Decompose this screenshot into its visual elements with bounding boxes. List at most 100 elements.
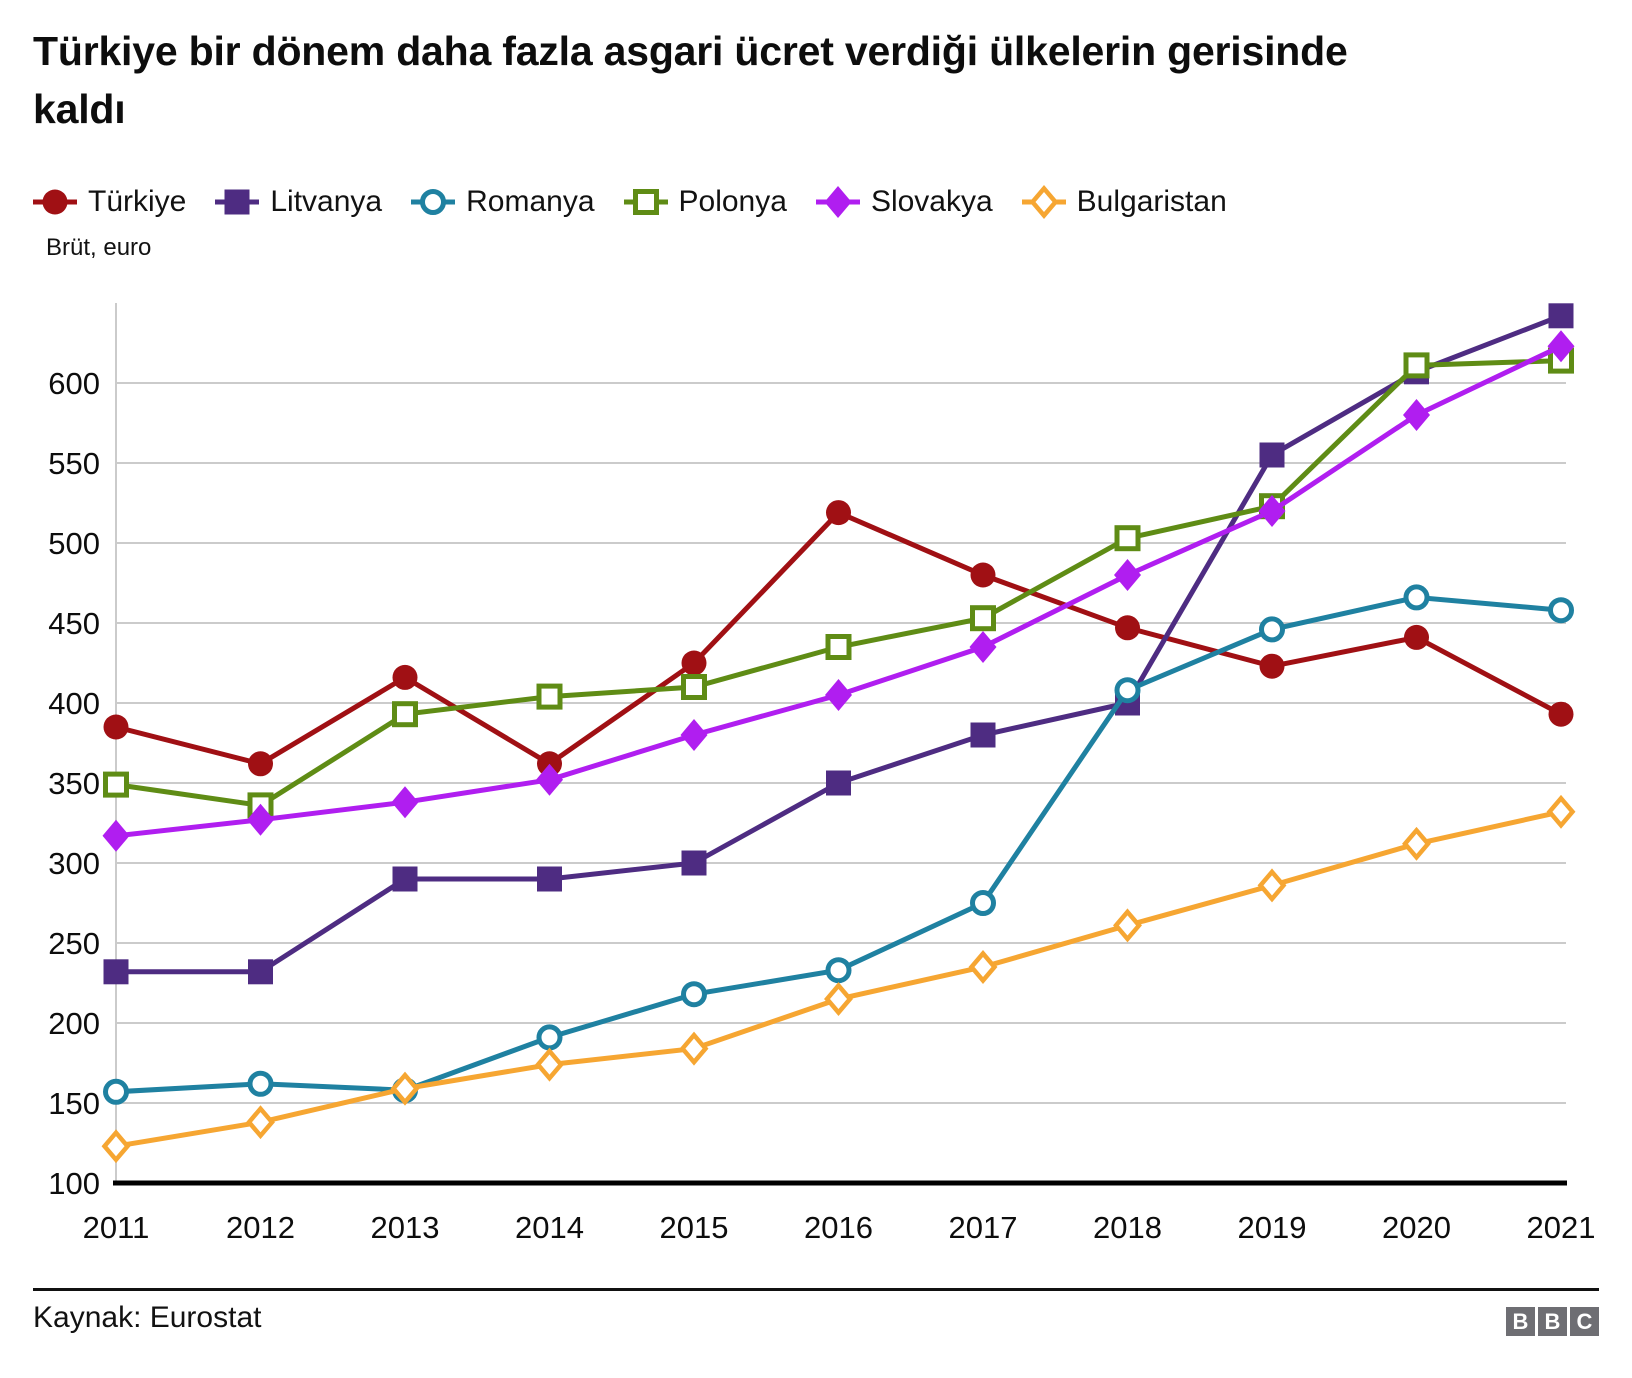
bbc-logo-letter: B (1538, 1307, 1567, 1336)
x-tick-label-2012: 2012 (226, 1210, 295, 1245)
legend-label-turkiye: Türkiye (88, 185, 187, 218)
bbc-logo: B B C (1506, 1307, 1599, 1336)
turkiye-legend-marker (42, 189, 68, 215)
slovakya-marker-2016 (825, 679, 852, 711)
romanya-series (103, 584, 1574, 1105)
slovakya-marker-2017 (969, 631, 997, 663)
x-tick-label-2014: 2014 (515, 1210, 584, 1245)
romanya-marker-2016 (825, 957, 852, 984)
legend-label-slovakya: Slovakya (870, 185, 993, 218)
x-tick-label-2021: 2021 (1527, 1210, 1596, 1245)
bulgaristan-marker-2011 (101, 1129, 131, 1164)
romanya-marker-2015 (681, 981, 707, 1008)
chart-title-line-1: Türkiye bir dönem daha fazla asgari ücre… (33, 28, 1348, 74)
bulgaristan-series (101, 794, 1576, 1164)
litvanya-marker-2013 (392, 866, 418, 892)
legend-label-bulgaristan: Bulgaristan (1076, 185, 1227, 218)
turkiye-marker-2016 (826, 500, 851, 526)
y-tick-label-150: 150 (48, 1086, 100, 1121)
chart-title: Türkiye bir dönem daha fazla asgari ücre… (33, 22, 1348, 138)
turkiye-marker-2011 (103, 714, 129, 740)
romanya-line (115, 594, 1562, 1095)
y-tick-label-600: 600 (48, 366, 100, 401)
x-tick-label-2018: 2018 (1093, 1210, 1162, 1245)
y-axis-unit-label: Brüt, euro (46, 234, 152, 261)
litvanya-marker-2011 (103, 959, 129, 985)
slovakya-marker-2013 (391, 786, 419, 819)
romanya-marker-2017 (970, 890, 996, 916)
y-tick-label-400: 400 (48, 686, 100, 721)
slovakya-legend-marker-icon (815, 186, 860, 218)
turkiye-series (103, 500, 1574, 777)
y-tick-label-250: 250 (48, 926, 100, 961)
bulgaristan-marker-2014 (535, 1047, 564, 1082)
y-axis-labels: 100 150 200 250 300 350 400 450 500 550 600 (48, 366, 100, 1201)
x-tick-label-2019: 2019 (1238, 1210, 1307, 1245)
polonya-marker-2018 (1114, 525, 1141, 552)
x-tick-label-2015: 2015 (660, 1210, 729, 1245)
legend-item-bulgaristan: Bulgaristan (1021, 184, 1227, 220)
bulgaristan-marker-2017 (968, 950, 998, 984)
x-tick-label-2020: 2020 (1382, 1210, 1451, 1245)
bulgaristan-legend-marker (1029, 185, 1059, 219)
polonya-marker-2013 (392, 701, 418, 728)
romanya-marker-2020 (1403, 584, 1430, 611)
romanya-legend-marker (420, 189, 447, 215)
legend-label-litvanya: Litvanya (270, 185, 383, 218)
turkiye-marker-2013 (392, 664, 418, 690)
legend-item-slovakya: Slovakya (815, 184, 993, 220)
x-tick-label-2011: 2011 (83, 1210, 150, 1245)
turkiye-legend-marker-icon (33, 189, 77, 215)
footer-divider (33, 1288, 1599, 1291)
legend-label-polonya: Polonya (678, 185, 787, 218)
slovakya-legend-marker (824, 186, 852, 218)
legend-item-turkiye: Türkiye (33, 184, 186, 220)
romanya-marker-2018 (1114, 677, 1141, 704)
turkiye-marker-2012 (248, 751, 273, 777)
legend-label-romanya: Romanya (466, 185, 595, 218)
polonya-line (115, 358, 1562, 809)
slovakya-marker-2014 (536, 763, 563, 796)
y-tick-label-100: 100 (48, 1166, 100, 1201)
litvanya-marker-2015 (681, 850, 707, 876)
litvanya-marker-2021 (1548, 303, 1574, 329)
bulgaristan-marker-2012 (246, 1105, 275, 1140)
turkiye-marker-2015 (681, 650, 707, 676)
romanya-marker-2012 (247, 1070, 274, 1097)
bulgaristan-legend-marker-icon (1021, 185, 1066, 219)
litvanya-marker-2014 (537, 866, 562, 892)
polonya-marker-2017 (970, 605, 996, 632)
y-tick-label-350: 350 (48, 766, 100, 801)
bulgaristan-marker-2020 (1402, 826, 1431, 861)
slovakya-marker-2012 (247, 803, 274, 836)
source-note: Kaynak: Eurostat (33, 1301, 262, 1334)
chart-title-line-2: kaldı (33, 86, 126, 132)
litvanya-legend-marker (224, 189, 250, 215)
y-tick-label-450: 450 (48, 606, 100, 641)
romanya-marker-2019 (1259, 616, 1285, 643)
slovakya-marker-2019 (1258, 495, 1286, 527)
litvanya-series (103, 303, 1574, 985)
romanya-legend-marker-icon (411, 189, 456, 215)
x-tick-label-2013: 2013 (371, 1210, 440, 1245)
turkiye-marker-2020 (1404, 624, 1429, 650)
polonya-marker-2015 (681, 674, 707, 700)
polonya-series (103, 347, 1574, 819)
bulgaristan-marker-2021 (1546, 794, 1576, 829)
legend-item-polonya: Polonya (623, 184, 787, 220)
slovakya-marker-2021 (1547, 330, 1575, 363)
turkiye-marker-2021 (1548, 701, 1574, 727)
bulgaristan-marker-2013 (390, 1071, 420, 1106)
slovakya-series (102, 330, 1575, 852)
y-tick-label-500: 500 (48, 526, 100, 561)
legend-item-litvanya: Litvanya (215, 184, 382, 220)
polonya-marker-2016 (825, 634, 852, 660)
turkiye-marker-2019 (1259, 653, 1285, 679)
romanya-marker-2014 (536, 1024, 563, 1051)
chart-legend: Türkiye Litvanya Romanya Polonya Slovakya Bul… (33, 184, 1227, 220)
bulgaristan-marker-2016 (824, 982, 853, 1016)
x-axis-labels: 2011 2012 2013 2014 2015 2016 2017 2018 2019 2020… (83, 1210, 1596, 1245)
x-tick-label-2016: 2016 (804, 1210, 873, 1245)
